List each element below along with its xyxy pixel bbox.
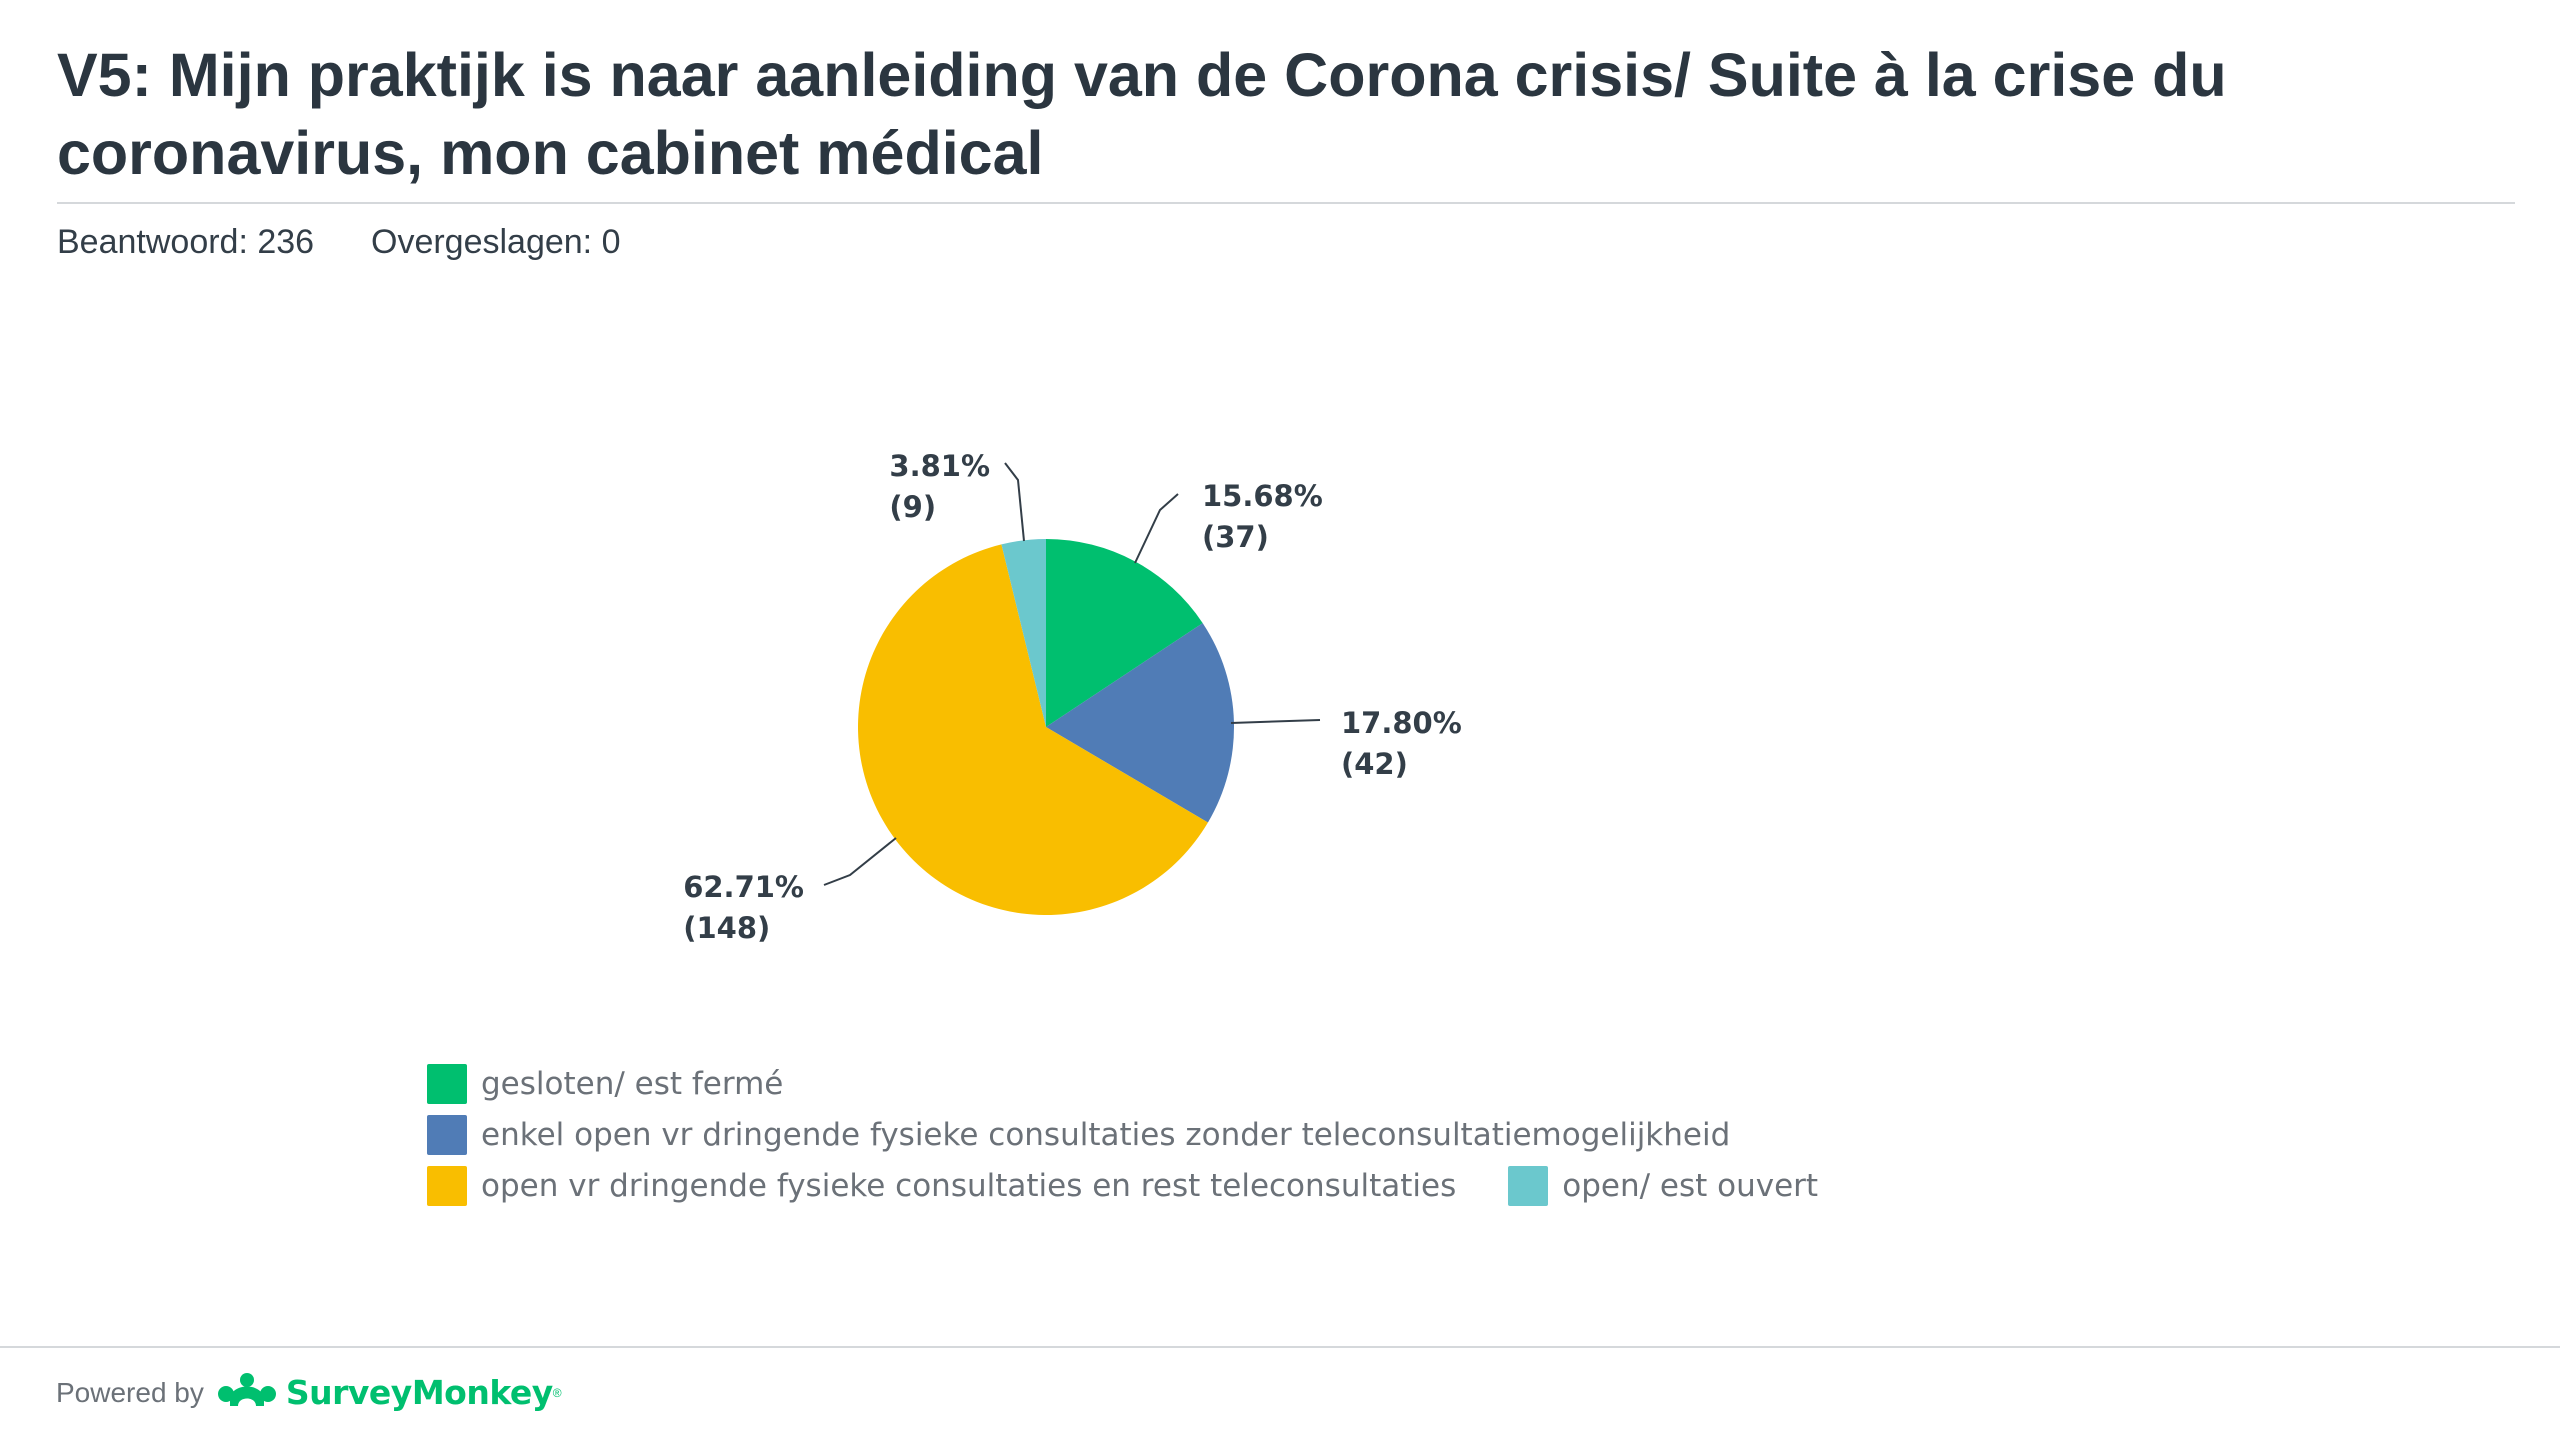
footer-divider	[0, 1346, 2560, 1348]
legend-swatch	[1508, 1165, 1549, 1206]
legend-swatch	[427, 1114, 467, 1155]
legend-row: open vr dringende fysieke consultaties e…	[427, 1160, 2327, 1211]
surveymonkey-brand: SurveyMonkey	[285, 1373, 553, 1412]
data-label-count: (9)	[889, 490, 936, 524]
leader-line	[1230, 719, 1321, 724]
leader-line	[1004, 462, 1025, 542]
legend-swatch	[427, 1165, 467, 1206]
response-stats: Beantwoord: 236 Overgeslagen: 0	[57, 222, 621, 262]
answered-value: 236	[257, 223, 315, 261]
pie-chart: 15.68% (37) 17.80% (42) 62.71% (148) 3.81% (9)	[683, 449, 1462, 945]
page-title: V5: Mijn praktijk is naar aanleiding van…	[57, 41, 2227, 187]
skipped-value: 0	[601, 223, 621, 261]
legend-label: open vr dringende fysieke consultaties e…	[481, 1167, 1457, 1204]
legend-label: enkel open vr dringende fysieke consulta…	[481, 1116, 1731, 1153]
leader-line	[823, 837, 897, 886]
pie-slice-gesloten-est-ferm	[1046, 539, 1203, 727]
pie-slice-open-vr-dringende-fysieke-consultaties-en-rest-teleconsultaties	[858, 544, 1208, 915]
skipped-label: Overgeslagen:	[371, 223, 593, 261]
data-label-count: (148)	[683, 911, 770, 945]
data-label-count: (42)	[1341, 747, 1408, 781]
legend-item-open-vr-dringende-fysieke-consultaties-en-rest-teleconsultaties: open vr dringende fysieke consultaties e…	[427, 1165, 1457, 1206]
legend-row: gesloten/ est fermé	[427, 1058, 2327, 1109]
powered-by-text: Powered by	[56, 1376, 204, 1408]
legend-row: enkel open vr dringende fysieke consulta…	[427, 1109, 2327, 1160]
answered-label: Beantwoord:	[57, 223, 248, 261]
pie-slice-open-est-ouvert	[1001, 539, 1046, 727]
data-label-percent: 17.80%	[1341, 706, 1462, 740]
legend-item-gesloten-est-ferm: gesloten/ est fermé	[427, 1063, 784, 1104]
footer: Powered by SurveyMonkey ®	[56, 1370, 562, 1415]
title-divider	[57, 202, 2515, 204]
legend-label: gesloten/ est fermé	[481, 1065, 784, 1102]
data-label-count: (37)	[1202, 520, 1269, 554]
legend-label: open/ est ouvert	[1562, 1167, 1819, 1204]
surveymonkey-logo-icon	[216, 1370, 278, 1415]
legend-swatch	[427, 1063, 467, 1104]
data-label-percent: 3.81%	[889, 449, 990, 483]
leader-line	[1134, 493, 1179, 564]
data-label-percent: 15.68%	[1202, 479, 1323, 513]
data-label-percent: 62.71%	[683, 870, 804, 904]
chart-legend: gesloten/ est fermé enkel open vr dringen…	[427, 1058, 2327, 1211]
legend-item-enkel-open-vr-dringende-fysieke-consultaties-zonder-teleconsultatiemogelijkheid: enkel open vr dringende fysieke consulta…	[427, 1114, 1731, 1155]
legend-item-open-est-ouvert: open/ est ouvert	[1508, 1165, 1819, 1206]
pie-slice-enkel-open-vr-dringende-fysieke-consultaties-zonder-teleconsultatiemogelijkheid	[1046, 623, 1235, 823]
